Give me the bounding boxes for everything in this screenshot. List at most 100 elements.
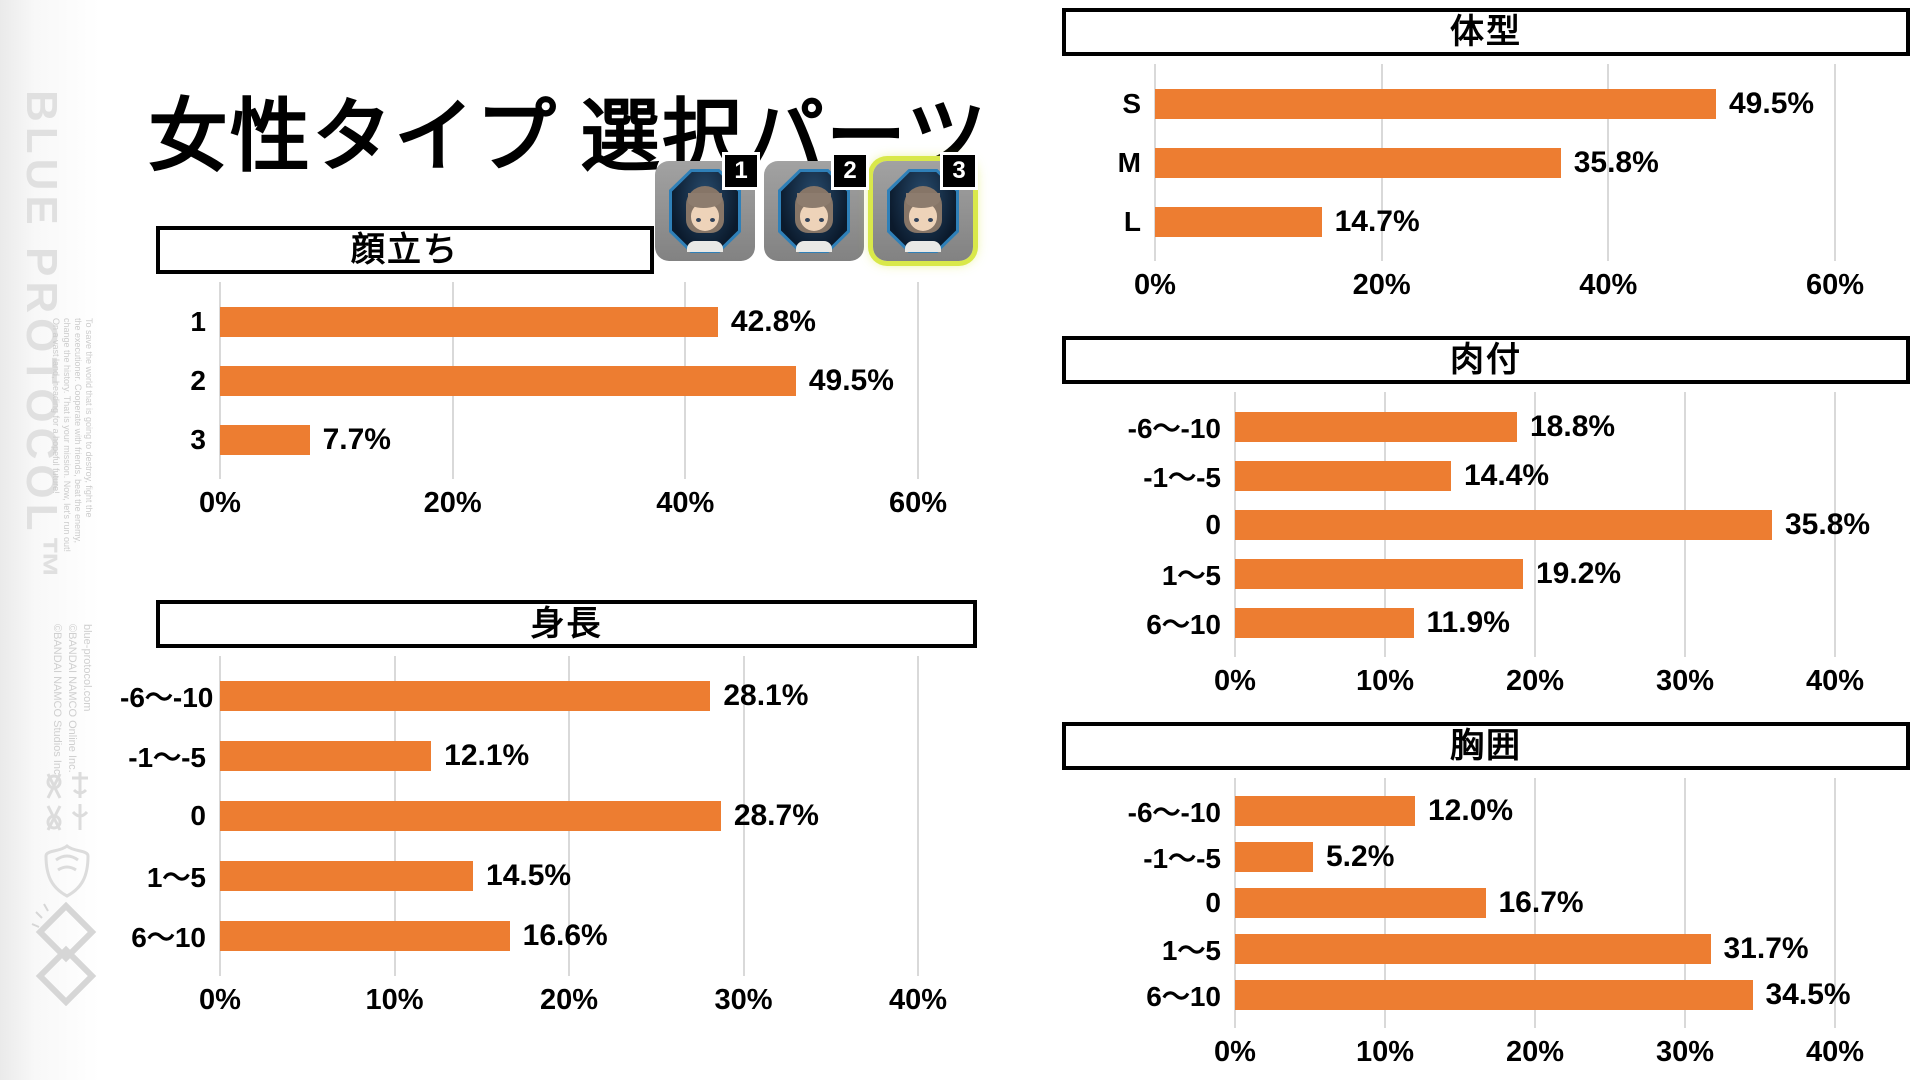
- bar-plot: 14.7%: [1155, 205, 1835, 239]
- bar-row: 0 35.8%: [1062, 500, 1870, 549]
- x-axis-tick: 0%: [199, 487, 241, 519]
- chart-face: 顔立ち 1 42.8% 2 49.5% 3 7.7% 0% 20% 40% 60%: [120, 226, 947, 527]
- x-axis-tick: 10%: [1355, 1036, 1415, 1068]
- category-label: -1〜-5: [1143, 461, 1221, 493]
- value-label: 49.5%: [808, 363, 894, 397]
- value-label: 35.8%: [1573, 145, 1659, 179]
- value-label: 49.5%: [1729, 86, 1815, 120]
- bar-row: -1〜-5 5.2%: [1062, 834, 1835, 880]
- bar: [1235, 607, 1414, 638]
- value-label: 12.1%: [444, 739, 530, 772]
- bar-row: -6〜-10 28.1%: [120, 666, 918, 726]
- bar: [1155, 206, 1322, 237]
- gridline: [1684, 778, 1686, 1028]
- bar: [220, 365, 796, 396]
- diamond-logo-icon: [30, 902, 102, 1006]
- x-axis-tick: 30%: [1655, 665, 1715, 697]
- bar: [1155, 88, 1716, 119]
- gridline: [917, 656, 919, 976]
- character-eye: [696, 218, 701, 222]
- face-option-2: 2: [764, 152, 869, 261]
- copyright-line: ©BANDAI NAMCO Studios Inc.: [51, 624, 63, 778]
- x-axis-tick: 20%: [1352, 269, 1411, 301]
- category-label: -6〜-10: [1127, 412, 1221, 444]
- x-axis-tick: 20%: [1505, 1036, 1565, 1068]
- bar: [220, 801, 721, 831]
- value-label: 31.7%: [1723, 932, 1809, 965]
- value-label: 28.7%: [733, 799, 819, 832]
- value-label: 35.8%: [1785, 507, 1871, 541]
- x-axis: 0% 20% 40% 60%: [1134, 261, 1864, 309]
- category-label: 1: [190, 305, 206, 337]
- chart-title: 体型: [1062, 8, 1910, 56]
- value-label: 5.2%: [1326, 840, 1395, 873]
- x-axis-tick: 40%: [1805, 665, 1865, 697]
- category-label: 6〜10: [1146, 981, 1221, 1012]
- bar-row: 0 28.7%: [120, 786, 918, 846]
- x-axis-tick: 40%: [888, 984, 948, 1016]
- bar-plot: 14.5%: [220, 859, 918, 893]
- chart-chest: 胸囲 -6〜-10 12.0% -1〜-5 5.2% 0 16.7% 1〜5 31.7% 6〜1…: [1062, 722, 1910, 1076]
- tagline-line: To save the world that is going to destr…: [84, 318, 94, 518]
- category-label: M: [1117, 146, 1141, 178]
- bar-plot: 31.7%: [1235, 932, 1835, 966]
- number-badge: 3: [940, 152, 978, 190]
- character-eye: [928, 218, 933, 222]
- sidebar-tagline: To save the world that is going to destr…: [50, 318, 94, 552]
- face-option-3: 3: [873, 152, 978, 261]
- x-axis-tick: 0%: [1214, 665, 1256, 697]
- character-torso: [687, 241, 723, 252]
- gridline: [742, 656, 745, 976]
- sidebar: [0, 0, 100, 1080]
- character-bangs: [797, 193, 831, 208]
- gridline: [1834, 778, 1836, 1028]
- bar-rows: -6〜-10 12.0% -1〜-5 5.2% 0 16.7% 1〜5 31.7% 6〜10 34…: [1062, 778, 1851, 1028]
- category-label: 0: [1205, 887, 1221, 918]
- bar-plot: 28.1%: [220, 679, 918, 713]
- x-axis-tick: 40%: [656, 487, 715, 519]
- bar-plot: 18.8%: [1235, 410, 1835, 444]
- x-axis-tick: 20%: [423, 487, 482, 519]
- copyright-line: ©BANDAI NAMCO Online Inc.: [66, 624, 78, 773]
- character-bangs: [906, 193, 940, 208]
- category-label: 1〜5: [1161, 935, 1221, 966]
- category-label: 1〜5: [1161, 559, 1221, 591]
- bar-row: 2 49.5%: [120, 351, 918, 410]
- chart-title: 顔立ち: [156, 226, 654, 274]
- category-label: S: [1122, 87, 1141, 119]
- chart-body-type: 体型 S 49.5% M 35.8% L 14.7% 0% 20% 40% 60%: [1062, 8, 1910, 309]
- bar: [1235, 980, 1753, 1010]
- category-label: 0: [190, 800, 206, 831]
- bar-row: 6〜10 16.6%: [120, 906, 918, 966]
- bar-row: -1〜-5 12.1%: [120, 726, 918, 786]
- tagline-line: change the history. That is your mission…: [62, 318, 72, 552]
- character-eye: [805, 218, 810, 222]
- bar-plot: 12.0%: [1235, 794, 1835, 828]
- character-bangs: [688, 193, 722, 208]
- value-label: 18.8%: [1530, 409, 1616, 443]
- emblem-icons: [40, 768, 96, 834]
- x-axis: 0% 10% 20% 30% 40%: [1214, 657, 1864, 705]
- x-axis-tick: 10%: [365, 984, 424, 1016]
- category-label: 0: [1205, 508, 1221, 540]
- bar-plot: 34.5%: [1235, 978, 1851, 1012]
- bar-row: 1〜5 31.7%: [1062, 926, 1835, 972]
- bar: [220, 681, 711, 711]
- bar: [220, 921, 510, 951]
- x-axis-tick: 30%: [1655, 1036, 1715, 1068]
- bar-rows: S 49.5% M 35.8% L 14.7%: [1062, 64, 1835, 261]
- value-label: 14.7%: [1334, 204, 1420, 238]
- chart-flesh: 肉付 -6〜-10 18.8% -1〜-5 14.4% 0 35.8% 1〜5 19.2% 6〜…: [1062, 336, 1910, 705]
- category-label: 3: [190, 423, 206, 455]
- tagline-line: the executioner. Cooperate with friends,…: [73, 318, 83, 543]
- value-label: 16.7%: [1498, 886, 1584, 919]
- character-torso: [905, 241, 941, 252]
- x-axis-tick: 0%: [199, 984, 241, 1016]
- bar-plot: 16.7%: [1235, 886, 1835, 920]
- bar: [1235, 460, 1451, 491]
- chart-title: 肉付: [1062, 336, 1910, 384]
- bar-rows: -6〜-10 28.1% -1〜-5 12.1% 0 28.7% 1〜5 14.5% 6〜10 1…: [120, 656, 918, 976]
- x-axis-tick: 30%: [714, 984, 773, 1016]
- category-label: -6〜-10: [120, 682, 214, 713]
